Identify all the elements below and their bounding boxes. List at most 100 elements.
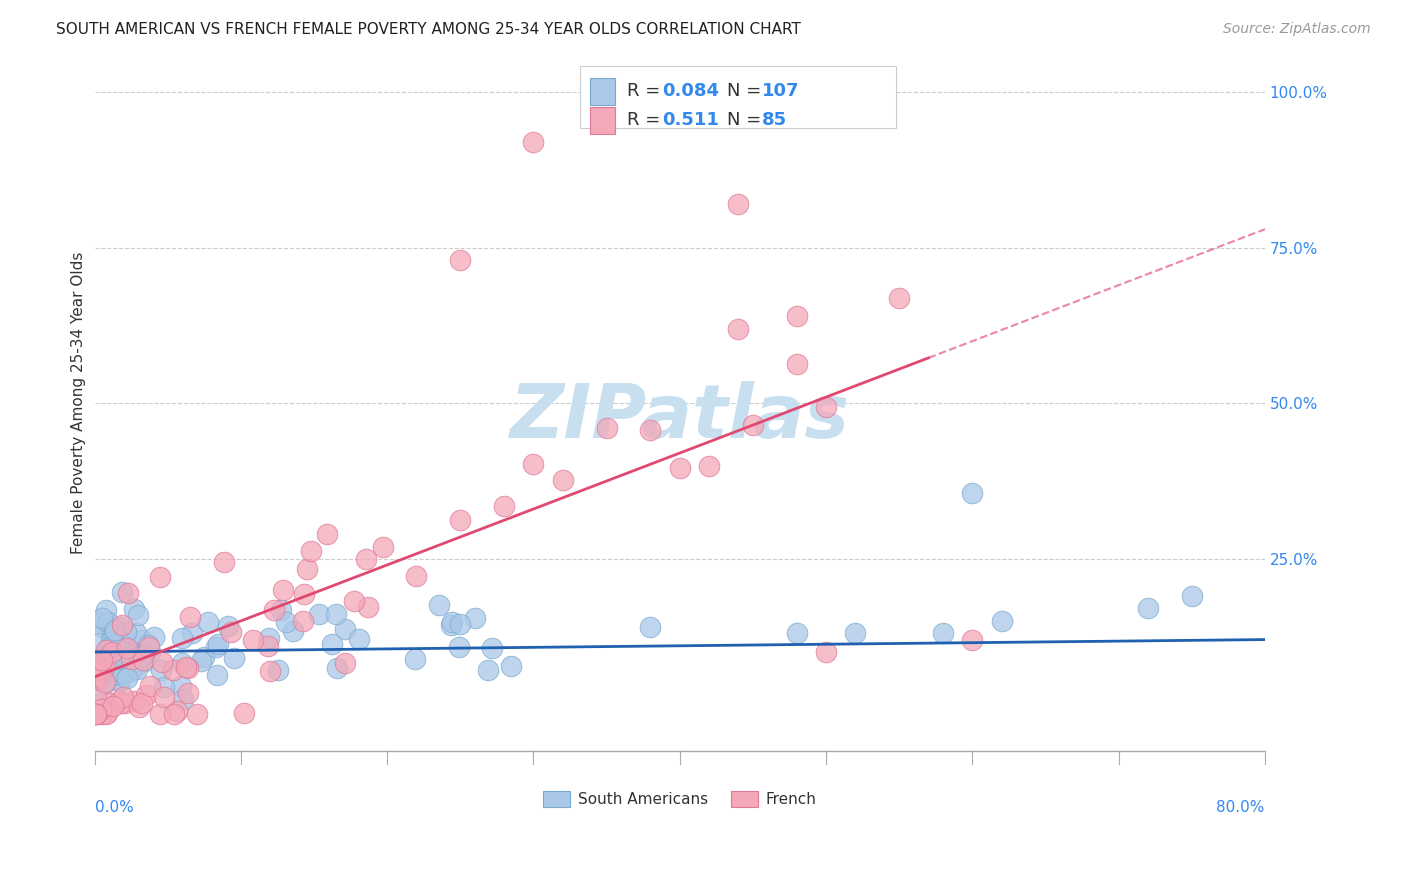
Point bbox=[100, 628, 122, 642]
Point bbox=[90, 702, 112, 716]
Point bbox=[110, 617, 132, 632]
Text: SOUTH AMERICAN VS FRENCH FEMALE POVERTY AMONG 25-34 YEAR OLDS CORRELATION CHART: SOUTH AMERICAN VS FRENCH FEMALE POVERTY … bbox=[56, 22, 801, 37]
Point bbox=[100, 633, 122, 648]
Point bbox=[108, 674, 131, 689]
Point bbox=[316, 526, 339, 541]
Point bbox=[186, 707, 208, 722]
Point bbox=[668, 460, 690, 475]
Point bbox=[166, 704, 188, 718]
Point bbox=[111, 584, 134, 599]
Point bbox=[117, 640, 139, 655]
Point bbox=[117, 586, 139, 600]
Point bbox=[93, 677, 115, 691]
Point bbox=[932, 626, 955, 640]
Point bbox=[308, 607, 330, 622]
Point bbox=[128, 700, 150, 714]
Point bbox=[107, 633, 129, 648]
Point bbox=[889, 291, 911, 305]
Point bbox=[197, 615, 219, 630]
Point bbox=[89, 636, 111, 650]
Point bbox=[162, 663, 184, 677]
Text: 0.084: 0.084 bbox=[662, 81, 718, 100]
Point bbox=[179, 609, 201, 624]
Point bbox=[103, 624, 125, 638]
Point bbox=[149, 570, 172, 584]
Point bbox=[93, 619, 115, 633]
Point bbox=[96, 643, 118, 657]
Point bbox=[136, 638, 159, 652]
Point bbox=[172, 692, 194, 706]
Point bbox=[786, 310, 808, 324]
Point bbox=[844, 626, 866, 640]
Point bbox=[94, 603, 117, 617]
Text: 107: 107 bbox=[762, 81, 799, 100]
FancyBboxPatch shape bbox=[581, 66, 896, 128]
Point bbox=[149, 707, 172, 722]
Point bbox=[176, 660, 198, 674]
Point bbox=[111, 643, 134, 657]
Point bbox=[93, 656, 115, 670]
Point bbox=[152, 690, 174, 705]
Point bbox=[727, 197, 749, 211]
Text: N =: N = bbox=[727, 111, 766, 128]
Point bbox=[291, 614, 314, 628]
Point bbox=[212, 555, 235, 569]
Point bbox=[449, 253, 471, 268]
Point bbox=[219, 625, 242, 640]
Point bbox=[299, 544, 322, 558]
Point bbox=[404, 652, 426, 666]
Point bbox=[125, 626, 148, 640]
Point bbox=[139, 645, 162, 659]
Text: 85: 85 bbox=[762, 111, 787, 128]
Point bbox=[464, 611, 486, 625]
Point bbox=[105, 657, 128, 671]
Point bbox=[814, 645, 837, 659]
Point bbox=[1181, 589, 1204, 603]
Point bbox=[139, 679, 162, 693]
Y-axis label: Female Poverty Among 25-34 Year Olds: Female Poverty Among 25-34 Year Olds bbox=[72, 252, 86, 555]
Point bbox=[132, 648, 155, 662]
Point bbox=[117, 671, 139, 685]
Point bbox=[120, 652, 142, 666]
Point bbox=[501, 659, 523, 673]
Point bbox=[100, 696, 122, 710]
Point bbox=[129, 648, 152, 662]
Text: 80.0%: 80.0% bbox=[1216, 800, 1265, 815]
Point bbox=[294, 587, 316, 601]
Point bbox=[266, 664, 288, 678]
Point bbox=[193, 650, 215, 665]
Point bbox=[143, 630, 166, 644]
Point bbox=[1136, 601, 1159, 615]
Point bbox=[481, 640, 503, 655]
Point bbox=[134, 654, 156, 668]
Point bbox=[84, 658, 107, 673]
Point bbox=[86, 614, 108, 628]
Point bbox=[125, 662, 148, 676]
Point bbox=[440, 617, 463, 632]
Point bbox=[105, 636, 128, 650]
Point bbox=[94, 674, 117, 689]
Point bbox=[108, 673, 131, 688]
Point bbox=[172, 631, 194, 645]
Point bbox=[257, 640, 280, 654]
Point bbox=[117, 651, 139, 665]
Point bbox=[990, 614, 1012, 628]
Point bbox=[97, 654, 120, 668]
Text: N =: N = bbox=[727, 81, 766, 100]
Point bbox=[354, 552, 377, 566]
Point bbox=[551, 474, 574, 488]
Point bbox=[270, 603, 292, 617]
Point bbox=[295, 562, 318, 576]
Point bbox=[962, 486, 984, 500]
Point bbox=[450, 617, 472, 632]
Point bbox=[120, 664, 142, 678]
Point bbox=[283, 624, 305, 638]
Point bbox=[86, 654, 108, 668]
Point bbox=[124, 660, 146, 674]
Text: 0.0%: 0.0% bbox=[94, 800, 134, 815]
FancyBboxPatch shape bbox=[589, 78, 616, 104]
Point bbox=[204, 640, 226, 654]
Point bbox=[91, 653, 114, 667]
Point bbox=[335, 622, 357, 636]
Point bbox=[405, 568, 427, 582]
